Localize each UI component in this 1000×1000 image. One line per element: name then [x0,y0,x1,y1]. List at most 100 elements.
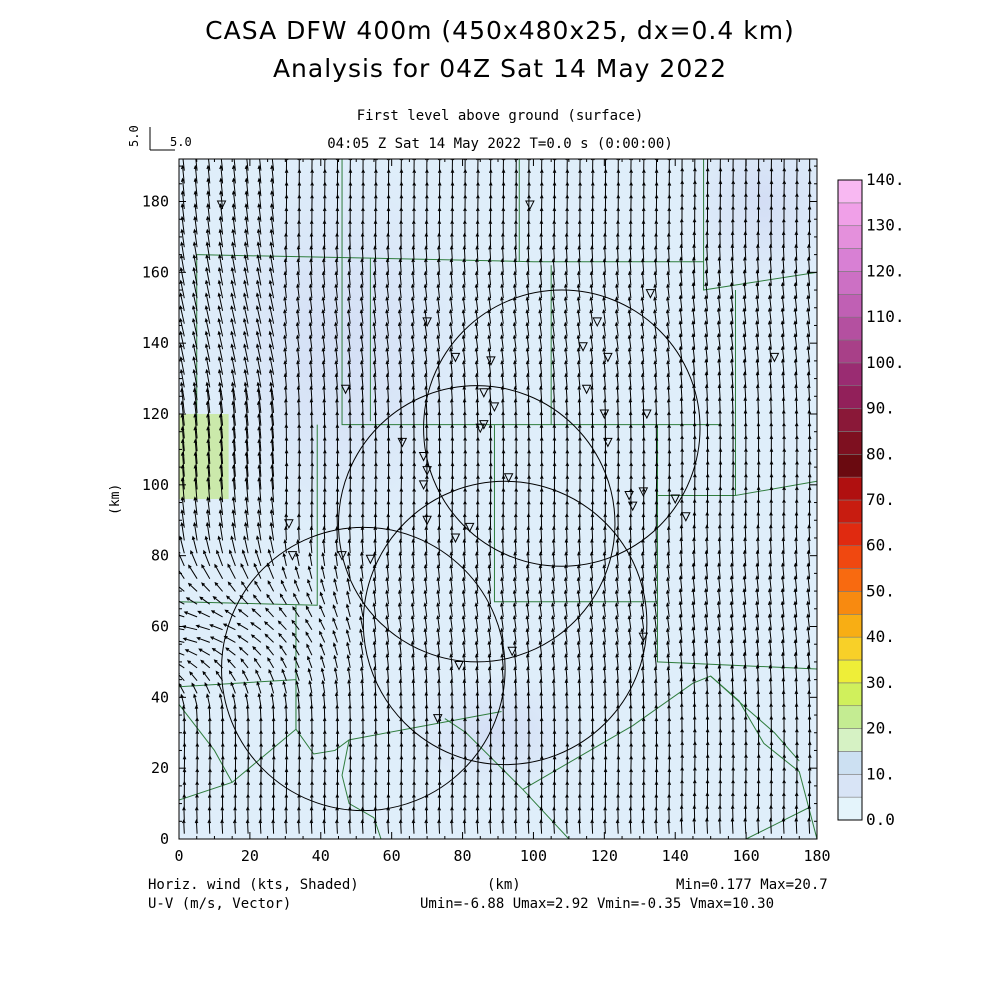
wind-vector [780,294,785,311]
wind-vector [268,343,275,363]
wind-vector [424,678,428,694]
chart-subtitle: Analysis for 04Z Sat 14 May 2022 [272,54,728,83]
wind-vector [615,691,620,707]
wind-vector [488,691,492,707]
wind-vector [462,564,466,579]
wind-vector [271,819,275,834]
colorbar-swatch [837,636,863,661]
wind-vector [436,589,440,605]
wind-vector [488,678,492,694]
wind-vector [411,564,415,579]
wind-vector [755,294,759,311]
wind-vector [372,360,377,375]
wind-vector [678,320,683,337]
x-axis-label: (km) [487,877,521,893]
wind-vector [614,309,619,324]
wind-vector [230,343,236,363]
station-marker [422,466,432,476]
wind-vector [255,535,262,554]
y-tick-label: 120 [142,405,169,423]
wind-vector [615,385,620,401]
wind-vector [207,819,212,834]
colorbar-swatch [837,431,863,455]
wind-vector [214,581,223,592]
wind-vector [360,551,364,566]
wind-vector [424,258,428,273]
wind-vector [251,608,262,618]
wind-vector [193,215,198,235]
wind-vector [309,692,313,707]
wind-vector [615,576,619,592]
wind-vector [257,692,262,707]
wind-vector [589,640,594,656]
wind-vector [512,321,517,337]
wind-vector [513,525,518,541]
wind-vector [360,360,364,375]
wind-vector [436,334,440,350]
wind-vector [678,307,683,324]
wind-vector [179,266,185,286]
wind-vector [332,590,338,605]
wind-vector [308,283,313,299]
wind-vector [256,381,262,401]
wind-vector [564,372,569,388]
wind-vector [284,398,288,413]
wind-vector [641,385,645,401]
wind-vector [691,626,696,643]
station-marker [397,437,408,448]
wind-vector [602,245,607,260]
wind-vector [526,538,530,554]
wind-vector [513,245,518,260]
wind-vector [269,509,275,528]
ref-vector-label: 5.0 [170,135,192,149]
wind-vector [577,666,581,681]
colorbar-label: 100. [866,353,905,372]
wind-vector [640,360,645,375]
wind-vector [654,398,658,413]
radar-range-circle [221,526,506,812]
wind-vector [487,321,492,337]
wind-vector [704,307,708,324]
wind-vector [627,347,632,362]
wind-vector [513,283,517,299]
wind-vector [385,551,390,566]
wind-vector [217,292,224,312]
wind-vector [525,640,530,656]
wind-vector [268,668,275,681]
wind-vector [461,640,466,656]
wind-vector [437,678,441,694]
wind-vector [259,159,262,171]
wind-vector [179,279,185,299]
wind-vector [307,565,313,579]
wind-vector [385,360,390,375]
wind-vector [254,548,262,567]
wind-vector [184,649,198,656]
wind-vector [217,681,224,694]
wind-vector [436,602,440,617]
wind-vector [449,589,453,605]
wind-vector [538,309,543,324]
wind-vector [347,296,351,311]
wind-vector [181,819,186,834]
wind-vector [268,330,275,350]
wind-vector [589,602,594,617]
wind-vector [332,617,338,630]
wind-vector [192,356,198,375]
wind-vector [347,245,352,260]
wind-vector [335,398,339,413]
wind-vector [449,551,454,566]
wind-vector [334,321,338,337]
wind-vector [192,241,198,260]
wind-vector [283,245,288,260]
wind-vector [552,691,556,707]
wind-vector [217,343,224,363]
x-tick-label: 160 [733,847,760,865]
wind-vector [218,254,224,273]
wind-vector [347,525,352,541]
wind-vector [563,321,568,337]
wind-vector [194,704,199,719]
colorbar-label: 20. [866,719,895,738]
station-marker [422,515,432,526]
wind-vector [602,653,607,668]
wind-vector [461,602,466,617]
